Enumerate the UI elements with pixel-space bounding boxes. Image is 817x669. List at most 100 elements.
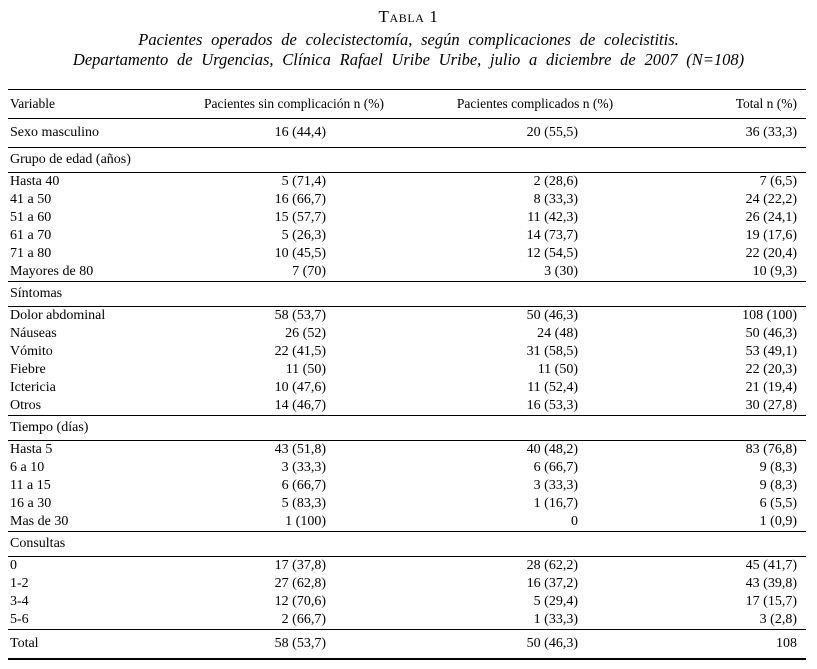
cell-sin-complicacion: 12 (70,6) xyxy=(274,594,326,609)
cell-complicados: 50 (46,3) xyxy=(398,629,650,659)
table-row: Mas de 30 1 (100) 0 1 (0,9) xyxy=(8,513,806,532)
cell-sin-complicacion: 10 (47,6) xyxy=(274,380,326,395)
cell-complicados: 28 (62,2) xyxy=(526,558,578,573)
table-row: 71 a 80 10 (45,5) 12 (54,5) 22 (20,4) xyxy=(8,245,806,263)
cell-total: 108 (100) xyxy=(742,308,797,323)
cell-variable: Mas de 30 xyxy=(10,514,69,529)
cell-complicados: 8 (33,3) xyxy=(533,192,578,207)
cell-variable: Sexo masculino xyxy=(10,125,100,140)
table-row: Hasta 5 43 (51,8) 40 (48,2) 83 (76,8) xyxy=(8,441,806,460)
table-row: 5-6 2 (66,7) 1 (33,3) 3 (2,8) xyxy=(8,611,806,630)
cell-total: 53 (49,1) xyxy=(745,344,797,359)
cell-complicados: 5 (29,4) xyxy=(533,594,578,609)
section-header-row: Síntomas xyxy=(8,281,806,307)
table-row: Dolor abdominal 58 (53,7) 50 (46,3) 108 (10… xyxy=(8,307,806,326)
cell-sin-complicacion: 43 (51,8) xyxy=(274,442,326,457)
cell-total: 7 (6,5) xyxy=(759,174,797,189)
cell-total: 50 (46,3) xyxy=(745,326,797,341)
cell-complicados: 24 (48) xyxy=(537,326,578,341)
cell-complicados: 16 (53,3) xyxy=(526,398,578,413)
cell-total: 24 (22,2) xyxy=(745,192,797,207)
cell-sin-complicacion: 26 (52) xyxy=(285,326,326,341)
caption-line-2: Departamento de Urgencias, Clínica Rafae… xyxy=(72,50,745,69)
section-header-label: Consultas xyxy=(8,531,806,557)
table-body: Sexo masculino 16 (44,4) 20 (55,5) 36 (33,3… xyxy=(8,119,806,659)
section-header-label: Tiempo (días) xyxy=(8,415,806,441)
cell-sin-complicacion: 17 (37,8) xyxy=(274,558,326,573)
table-caption: Pacientes operados de colecistectomía, s… xyxy=(0,30,817,70)
cell-variable: Vómito xyxy=(10,344,53,359)
cell-total: 1 (0,9) xyxy=(759,514,797,529)
cell-total: 83 (76,8) xyxy=(745,442,797,457)
cell-total: 17 (15,7) xyxy=(745,594,797,609)
cell-sin-complicacion: 14 (46,7) xyxy=(274,398,326,413)
table-row: 1-2 27 (62,8) 16 (37,2) 43 (39,8) xyxy=(8,575,806,593)
table-row: Otros 14 (46,7) 16 (53,3) 30 (27,8) xyxy=(8,397,806,416)
cell-total: 45 (41,7) xyxy=(745,558,797,573)
cell-complicados: 6 (66,7) xyxy=(533,460,578,475)
cell-sin-complicacion: 16 (44,4) xyxy=(274,125,326,140)
cell-total: 21 (19,4) xyxy=(745,380,797,395)
table-row: Ictericia 10 (47,6) 11 (52,4) 21 (19,4) xyxy=(8,379,806,397)
cell-total: 9 (8,3) xyxy=(759,460,797,475)
table-row: 6 a 10 3 (33,3) 6 (66,7) 9 (8,3) xyxy=(8,459,806,477)
cell-variable: 0 xyxy=(10,558,17,573)
cell-total: 10 (9,3) xyxy=(752,264,797,279)
cell-complicados: 31 (58,5) xyxy=(526,344,578,359)
cell-variable: Hasta 5 xyxy=(10,442,53,457)
section-header-label: Síntomas xyxy=(8,281,806,307)
column-header-total: Total n (%) xyxy=(650,89,806,119)
cell-sin-complicacion: 58 (53,7) xyxy=(274,308,326,323)
patients-table: Variable Pacientes sin complicación n (%… xyxy=(8,89,806,660)
cell-complicados: 14 (73,7) xyxy=(526,228,578,243)
cell-variable: 51 a 60 xyxy=(10,210,52,225)
cell-variable: 1-2 xyxy=(10,576,29,591)
cell-sin-complicacion: 5 (26,3) xyxy=(281,228,326,243)
cell-complicados: 11 (42,3) xyxy=(527,210,578,225)
header-row: Variable Pacientes sin complicación n (%… xyxy=(8,89,806,119)
cell-total: 30 (27,8) xyxy=(745,398,797,413)
cell-sin-complicacion: 7 (70) xyxy=(292,264,326,279)
cell-complicados: 3 (30) xyxy=(544,264,578,279)
cell-variable: 11 a 15 xyxy=(10,478,51,493)
cell-variable: 61 a 70 xyxy=(10,228,52,243)
cell-total: 19 (17,6) xyxy=(745,228,797,243)
cell-variable: Total xyxy=(8,629,190,659)
column-header-complicados: Pacientes complicados n (%) xyxy=(398,89,650,119)
table-row: Mayores de 80 7 (70) 3 (30) 10 (9,3) xyxy=(8,263,806,282)
section-header-row: Grupo de edad (años) xyxy=(8,147,806,173)
table-row: 11 a 15 6 (66,7) 3 (33,3) 9 (8,3) xyxy=(8,477,806,495)
cell-sin-complicacion: 11 (50) xyxy=(285,362,326,377)
table-row: 61 a 70 5 (26,3) 14 (73,7) 19 (17,6) xyxy=(8,227,806,245)
cell-total: 22 (20,4) xyxy=(745,246,797,261)
cell-variable: 6 a 10 xyxy=(10,460,45,475)
cell-variable: Náuseas xyxy=(10,326,57,341)
table-row: Sexo masculino 16 (44,4) 20 (55,5) 36 (33,3… xyxy=(8,119,806,148)
cell-variable: 41 a 50 xyxy=(10,192,52,207)
cell-sin-complicacion: 5 (83,3) xyxy=(281,496,326,511)
caption-line-1: Pacientes operados de colecistectomía, s… xyxy=(138,30,679,49)
cell-sin-complicacion: 10 (45,5) xyxy=(274,246,326,261)
cell-variable: 71 a 80 xyxy=(10,246,52,261)
section-header-row: Consultas xyxy=(8,531,806,557)
table-row: 16 a 30 5 (83,3) 1 (16,7) 6 (5,5) xyxy=(8,495,806,513)
column-header-variable: Variable xyxy=(8,89,190,119)
cell-complicados: 3 (33,3) xyxy=(533,478,578,493)
table-row: 41 a 50 16 (66,7) 8 (33,3) 24 (22,2) xyxy=(8,191,806,209)
cell-sin-complicacion: 27 (62,8) xyxy=(274,576,326,591)
section-header-row: Tiempo (días) xyxy=(8,415,806,441)
cell-sin-complicacion: 2 (66,7) xyxy=(281,612,326,627)
table-row: Hasta 40 5 (71,4) 2 (28,6) 7 (6,5) xyxy=(8,173,806,192)
table-row: Vómito 22 (41,5) 31 (58,5) 53 (49,1) xyxy=(8,343,806,361)
cell-complicados: 2 (28,6) xyxy=(533,174,578,189)
cell-total: 108 xyxy=(650,629,806,659)
cell-complicados: 16 (37,2) xyxy=(526,576,578,591)
cell-total: 36 (33,3) xyxy=(745,125,797,140)
cell-complicados: 40 (48,2) xyxy=(526,442,578,457)
cell-sin-complicacion: 6 (66,7) xyxy=(281,478,326,493)
table-row: Náuseas 26 (52) 24 (48) 50 (46,3) xyxy=(8,325,806,343)
cell-complicados: 50 (46,3) xyxy=(526,308,578,323)
cell-total: 3 (2,8) xyxy=(759,612,797,627)
total-row: Total 58 (53,7) 50 (46,3) 108 xyxy=(8,629,806,659)
cell-sin-complicacion: 3 (33,3) xyxy=(281,460,326,475)
